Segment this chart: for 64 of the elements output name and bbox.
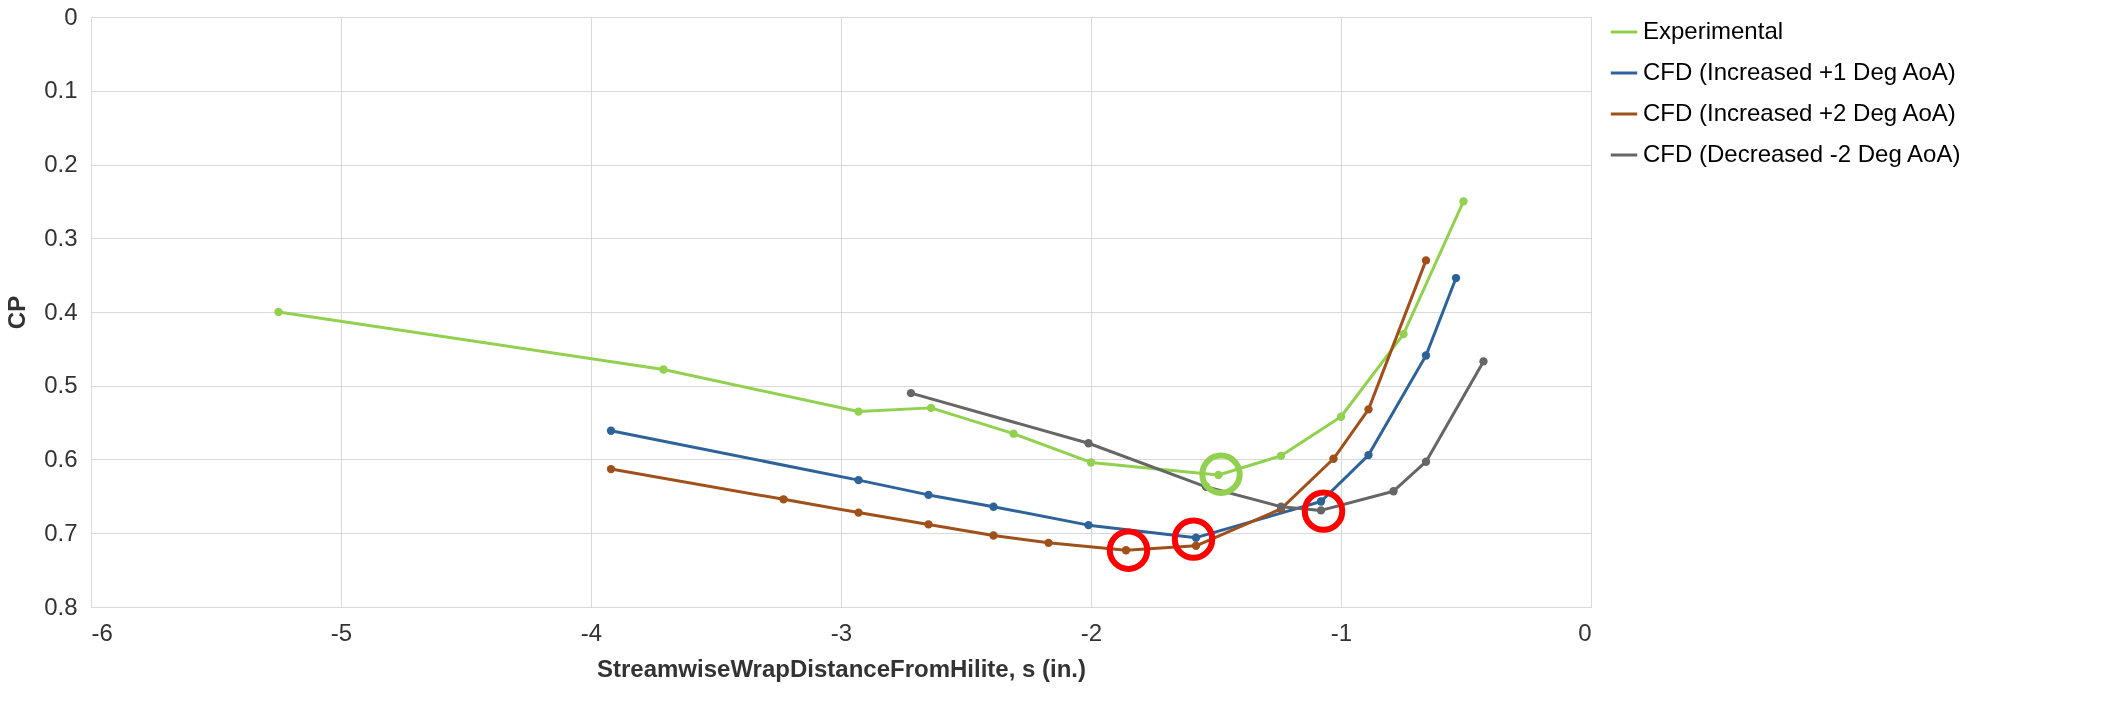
point bbox=[924, 520, 933, 529]
point bbox=[854, 475, 863, 485]
point bbox=[1479, 357, 1488, 366]
y-tick-label: 0.5 bbox=[44, 371, 78, 399]
y-axis-title: CP bbox=[3, 295, 31, 330]
y-tick-label: 0.1 bbox=[44, 76, 78, 104]
point bbox=[779, 495, 788, 504]
point bbox=[1084, 520, 1093, 530]
point bbox=[1364, 405, 1373, 414]
point bbox=[659, 365, 668, 374]
point bbox=[1389, 487, 1398, 496]
point bbox=[1421, 457, 1431, 466]
point bbox=[1459, 197, 1468, 206]
point bbox=[1421, 351, 1431, 360]
point bbox=[1121, 546, 1131, 555]
point bbox=[1214, 470, 1223, 480]
point bbox=[606, 426, 616, 435]
point bbox=[1199, 452, 1243, 496]
x-tick-label: -6 bbox=[91, 618, 113, 646]
point bbox=[924, 490, 933, 500]
point bbox=[1301, 489, 1346, 533]
y-tick-label: 0 bbox=[64, 2, 78, 30]
point bbox=[989, 502, 998, 511]
legend-label: Experimental bbox=[1643, 17, 1784, 44]
point bbox=[1316, 497, 1326, 506]
y-tick-label: 0.2 bbox=[44, 150, 78, 177]
point bbox=[1044, 538, 1053, 548]
point bbox=[1086, 458, 1096, 467]
y-tick-label: 0.3 bbox=[44, 223, 78, 251]
legend-label: CFD (Increased +1 Deg AoA) bbox=[1643, 58, 1956, 85]
point bbox=[854, 407, 863, 416]
point bbox=[1399, 329, 1408, 339]
point bbox=[1171, 517, 1216, 561]
y-tick-label: 0.7 bbox=[44, 518, 78, 546]
legend-label: CFD (Decreased -2 Deg AoA) bbox=[1643, 140, 1961, 167]
point bbox=[1316, 506, 1326, 515]
point bbox=[926, 403, 936, 413]
x-tick-label: 0 bbox=[1578, 618, 1592, 646]
point bbox=[906, 388, 916, 398]
x-tick-label: -2 bbox=[1080, 618, 1103, 646]
point bbox=[1364, 450, 1373, 460]
point bbox=[274, 307, 283, 317]
point bbox=[1329, 454, 1338, 463]
x-tick-label: -1 bbox=[1330, 618, 1353, 646]
x-tick-label: -3 bbox=[830, 618, 853, 646]
point bbox=[1084, 439, 1093, 448]
legend-label: CFD (Increased +2 Deg AoA) bbox=[1643, 99, 1956, 126]
y-tick-label: 0.6 bbox=[44, 445, 78, 472]
point bbox=[1106, 528, 1151, 572]
y-tick-label: 0.8 bbox=[44, 592, 78, 620]
point bbox=[854, 508, 863, 517]
point bbox=[1336, 412, 1346, 421]
point bbox=[606, 464, 616, 474]
point bbox=[1421, 256, 1431, 265]
point bbox=[1191, 533, 1201, 542]
x-tick-label: -4 bbox=[580, 618, 603, 646]
x-tick-label: -5 bbox=[330, 618, 353, 646]
x-axis-title: StreamwiseWrapDistanceFromHilite, s (in.) bbox=[596, 654, 1087, 682]
point bbox=[989, 531, 998, 540]
point bbox=[1009, 429, 1018, 438]
point bbox=[1276, 451, 1286, 460]
point bbox=[1451, 273, 1461, 283]
point bbox=[1191, 541, 1201, 550]
y-tick-label: 0.4 bbox=[44, 297, 78, 325]
